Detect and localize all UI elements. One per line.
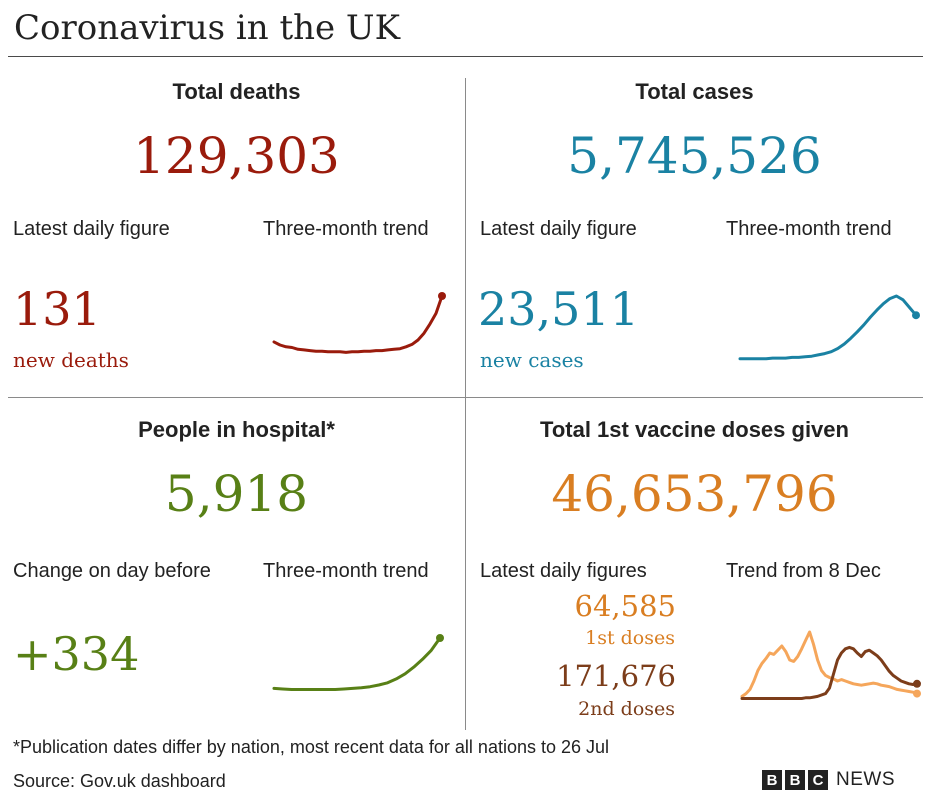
cases-daily-caption: new cases — [480, 348, 584, 372]
cases-trend-line — [738, 294, 918, 361]
footnote: *Publication dates differ by nation, mos… — [13, 737, 610, 757]
vaccine-trend-chart — [740, 630, 921, 700]
hospital-trend-chart — [272, 634, 444, 691]
deaths-daily-value: 131 — [13, 282, 101, 336]
cases-daily-value: 23,511 — [478, 282, 639, 336]
hospital-total: 5,918 — [164, 465, 309, 523]
deaths-trend-chart — [272, 292, 446, 354]
deaths-daily-caption: new deaths — [13, 348, 129, 372]
vertical-divider — [465, 78, 466, 730]
cases-right-label: Three-month trend — [726, 218, 892, 240]
hospital-daily-value: +334 — [13, 627, 140, 681]
cases-left-label: Latest daily figure — [480, 218, 637, 240]
hospital-trend-end-dot — [436, 634, 444, 642]
cases-trend-chart — [738, 294, 920, 361]
first-doses-trend-line — [740, 630, 919, 698]
hospital-heading: People in hospital* — [138, 417, 335, 442]
deaths-left-label: Latest daily figure — [13, 218, 170, 240]
cases-heading: Total cases — [635, 79, 754, 104]
deaths-trend-end-dot — [438, 292, 446, 300]
bbc-logo-letter-1: B — [762, 770, 782, 790]
vaccine-right-label: Trend from 8 Dec — [726, 560, 881, 582]
deaths-heading: Total deaths — [172, 79, 301, 104]
deaths-total: 129,303 — [133, 127, 340, 185]
source: Source: Gov.uk dashboard — [13, 771, 226, 791]
bbc-logo-letter-2: B — [785, 770, 805, 790]
hospital-right-label: Three-month trend — [263, 560, 429, 582]
title-rule — [8, 56, 923, 57]
second-doses-trend-end-dot — [913, 679, 921, 688]
bbc-logo-letter-3: C — [808, 770, 828, 790]
page-title: Coronavirus in the UK — [14, 8, 400, 48]
first-doses-trend-end-dot — [913, 689, 921, 698]
vaccine-total: 46,653,796 — [551, 465, 838, 523]
second-doses-value: 171,676 — [556, 659, 676, 693]
first-doses-caption: 1st doses — [585, 627, 675, 649]
bbc-news-wordmark: NEWS — [836, 769, 895, 790]
deaths-right-label: Three-month trend — [263, 218, 429, 240]
second-doses-caption: 2nd doses — [578, 698, 675, 720]
cases-total: 5,745,526 — [567, 127, 822, 185]
first-doses-value: 64,585 — [574, 589, 676, 623]
horizontal-divider — [8, 397, 923, 398]
vaccine-heading: Total 1st vaccine doses given — [540, 417, 849, 442]
hospital-left-label: Change on day before — [13, 560, 211, 582]
second-doses-trend-line — [740, 645, 919, 700]
hospital-trend-line — [272, 636, 442, 691]
deaths-trend-line — [272, 294, 444, 354]
vaccine-left-label: Latest daily figures — [480, 560, 647, 582]
cases-trend-end-dot — [912, 311, 920, 320]
bbc-news-logo: B B C NEWS — [762, 769, 895, 791]
